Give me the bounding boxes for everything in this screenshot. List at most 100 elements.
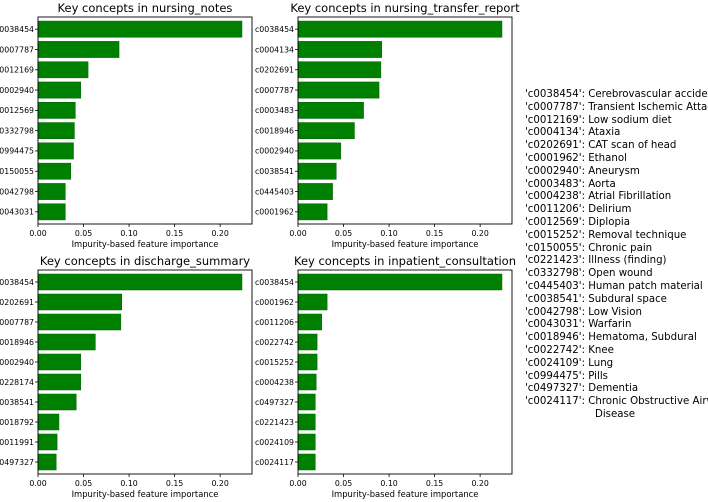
y-tick-label: c0024109 bbox=[255, 438, 294, 447]
y-tick-label: c0497327 bbox=[255, 398, 294, 407]
legend-entry: 'c0332798': Open wound bbox=[525, 268, 653, 280]
y-tick-label: c0002940 bbox=[0, 358, 34, 367]
chart-nursing-notes: Key concepts in nursing_notes c0038454 c00… bbox=[0, 1, 253, 249]
legend-entry: 'c0024109': Lung bbox=[525, 357, 614, 369]
legend-entry: 'c0150055': Chronic pain bbox=[525, 242, 653, 254]
legend-entry: 'c0024117': Chronic Obstructive Airway bbox=[525, 396, 708, 408]
y-tick-label: c0012169 bbox=[0, 66, 34, 75]
bar-c0024109 bbox=[297, 433, 316, 451]
bar-c0202691 bbox=[37, 293, 123, 311]
y-tick-label: c0001962 bbox=[255, 298, 294, 307]
y-tick-label: c0002940 bbox=[255, 147, 294, 156]
legend-entry: 'c0202691': CAT scan of head bbox=[525, 140, 677, 152]
y-tick-label: c0042798 bbox=[0, 187, 34, 196]
bar-c0038454 bbox=[37, 273, 243, 291]
x-axis-label: Impurity-based feature importance bbox=[332, 489, 479, 499]
y-tick-label: c0007787 bbox=[255, 86, 294, 95]
bar-c0202691 bbox=[297, 61, 382, 79]
bar-c0018792 bbox=[37, 413, 60, 431]
y-tick-label: c0003483 bbox=[255, 106, 294, 115]
legend-entry: 'c0007787': Transient Ischemic Attack bbox=[525, 101, 708, 113]
bar-c0007787 bbox=[37, 313, 122, 331]
bar-c0001962 bbox=[297, 293, 328, 311]
y-tick-label: c0038541 bbox=[255, 167, 294, 176]
x-tick-label: 0.00 bbox=[289, 229, 306, 238]
y-tick-label: c0024117 bbox=[255, 458, 294, 467]
legend-entry: Disease bbox=[595, 408, 636, 420]
bar-c0011991 bbox=[37, 433, 58, 451]
legend-entry: 'c0018946': Hematoma, Subdural bbox=[525, 332, 697, 344]
x-tick-label: 0.10 bbox=[380, 229, 397, 238]
x-tick-label: 0.05 bbox=[75, 479, 92, 488]
y-tick-label: c0011206 bbox=[255, 318, 294, 327]
y-tick-label: c0038454 bbox=[255, 25, 294, 34]
x-tick-label: 0.20 bbox=[211, 479, 228, 488]
x-axis-label: Impurity-based feature importance bbox=[72, 489, 219, 499]
x-axis-label: Impurity-based feature importance bbox=[332, 239, 479, 249]
legend-entry: 'c0497327': Dementia bbox=[525, 383, 639, 395]
y-tick-label: c0018792 bbox=[0, 418, 34, 427]
x-tick-label: 0.15 bbox=[426, 479, 443, 488]
x-axis-label: Impurity-based feature importance bbox=[72, 239, 219, 249]
x-tick-label: 0.20 bbox=[211, 229, 228, 238]
x-tick-label: 0.05 bbox=[335, 479, 352, 488]
bar-c0038454 bbox=[37, 20, 243, 38]
x-tick-label: 0.15 bbox=[166, 479, 183, 488]
bar-c0001962 bbox=[297, 203, 328, 221]
x-tick-label: 0.05 bbox=[335, 229, 352, 238]
y-tick-label: c0018946 bbox=[255, 126, 294, 135]
chart-title: Key concepts in discharge_summary bbox=[40, 254, 250, 268]
y-tick-label: c0202691 bbox=[255, 66, 294, 75]
chart-nursing-transfer-report: Key concepts in nursing_transfer_reportc… bbox=[255, 1, 520, 249]
y-tick-label: c0007787 bbox=[0, 45, 34, 54]
y-tick-label: c0497327 bbox=[0, 458, 34, 467]
bar-c0038454 bbox=[297, 273, 503, 291]
legend-entry: 'c0022742': Knee bbox=[525, 344, 614, 356]
y-tick-label: c0004134 bbox=[255, 45, 294, 54]
bar-c0024117 bbox=[297, 453, 316, 471]
legend-entry: 'c0002940': Aneurysm bbox=[525, 165, 640, 177]
bar-c0002940 bbox=[37, 81, 82, 99]
legend-entry: 'c0004238': Atrial Fibrillation bbox=[525, 191, 672, 203]
axes-frame bbox=[37, 16, 253, 225]
x-tick-label: 0.20 bbox=[471, 479, 488, 488]
y-tick-label: c0015252 bbox=[255, 358, 294, 367]
legend-entry: 'c0012169': Low sodium diet bbox=[525, 114, 672, 126]
legend-entry: 'c0221423': Illness (finding) bbox=[525, 255, 667, 267]
y-tick-label: c0001962 bbox=[255, 208, 294, 217]
chart-title: Key concepts in nursing_transfer_report bbox=[290, 1, 520, 15]
legend-entry: 'c0001962': Ethanol bbox=[525, 152, 627, 164]
bar-c0150055 bbox=[37, 162, 72, 180]
x-tick-label: 0.00 bbox=[29, 229, 46, 238]
bar-c0012569 bbox=[37, 101, 76, 119]
axes-frame bbox=[37, 269, 253, 475]
x-tick-label: 0.10 bbox=[120, 479, 137, 488]
y-tick-label: c0202691 bbox=[0, 298, 34, 307]
y-tick-label: c0022742 bbox=[255, 338, 294, 347]
y-tick-label: c0018946 bbox=[0, 338, 34, 347]
x-tick-label: 0.10 bbox=[120, 229, 137, 238]
axes-frame bbox=[297, 16, 513, 225]
bar-c0018946 bbox=[297, 122, 355, 140]
bar-c0038541 bbox=[297, 162, 337, 180]
bar-c0445403 bbox=[297, 183, 333, 200]
chart-discharge-summary: Key concepts in discharge_summary c003845… bbox=[0, 254, 253, 499]
x-tick-label: 0.00 bbox=[289, 479, 306, 488]
y-tick-label: c0994475 bbox=[0, 147, 34, 156]
y-tick-label: c0011991 bbox=[0, 438, 34, 447]
concept-legend: 'c0038454': Cerebrovascular accident'c00… bbox=[525, 89, 708, 422]
y-tick-label: c0445403 bbox=[255, 187, 294, 196]
bar-c0221423 bbox=[297, 413, 316, 431]
bar-c0038541 bbox=[37, 393, 77, 411]
y-tick-label: c0002940 bbox=[0, 86, 34, 95]
bar-c0002940 bbox=[37, 353, 82, 371]
x-tick-label: 0.20 bbox=[471, 229, 488, 238]
y-tick-label: c0332798 bbox=[0, 126, 34, 135]
bar-c0497327 bbox=[297, 393, 316, 411]
bar-c0497327 bbox=[37, 453, 57, 471]
y-tick-label: c0038454 bbox=[0, 278, 34, 287]
legend-entry: 'c0043031': Warfarin bbox=[525, 319, 632, 331]
bar-c0002940 bbox=[297, 142, 342, 160]
chart-title: Key concepts in nursing_notes bbox=[58, 1, 233, 15]
